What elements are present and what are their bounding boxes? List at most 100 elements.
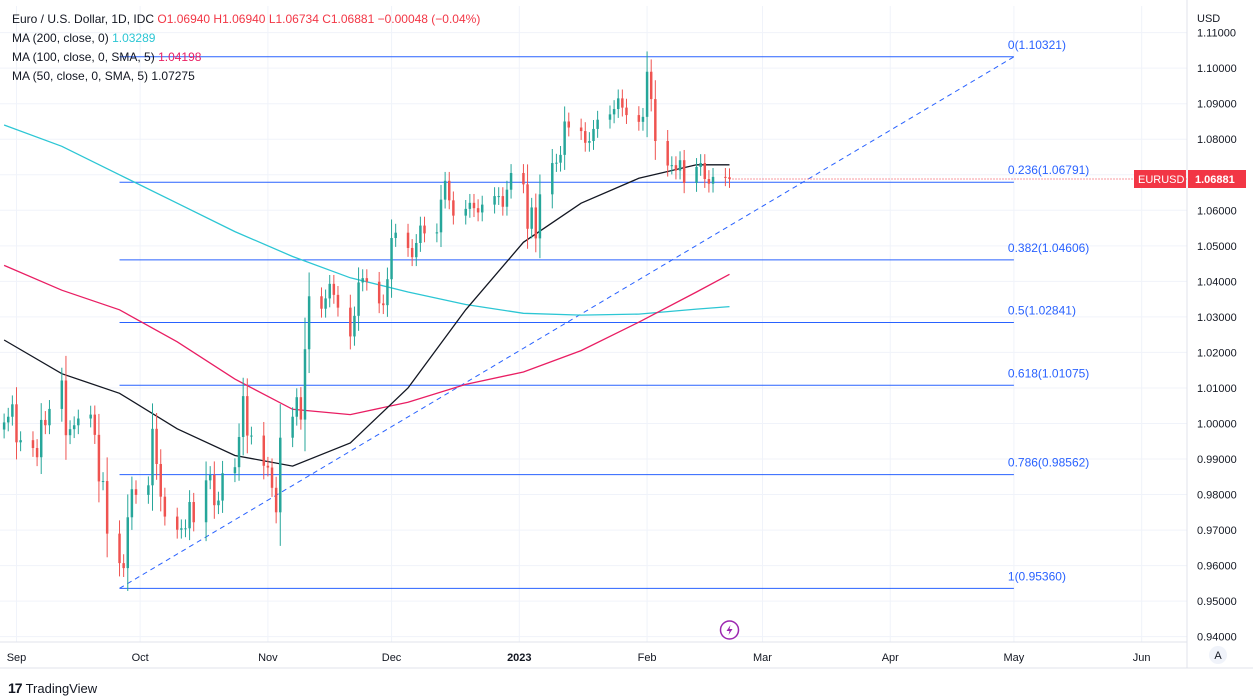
candle <box>233 458 237 483</box>
candle <box>180 519 183 539</box>
candle <box>526 164 529 249</box>
candle <box>538 174 542 259</box>
candle <box>31 431 35 457</box>
candle-body <box>237 436 241 468</box>
x-tick-label: Sep <box>7 652 27 664</box>
ma200-label: MA (200, close, 0) <box>12 31 109 45</box>
candle-body <box>497 196 500 198</box>
candle-body <box>299 397 303 420</box>
candle-body <box>324 298 327 309</box>
candle <box>68 420 72 445</box>
candle-body <box>509 172 513 190</box>
candle <box>509 164 513 199</box>
candle-body <box>332 283 336 295</box>
candle-body <box>233 467 237 474</box>
candle <box>435 223 439 243</box>
price-tag-value: 1.06881 <box>1195 174 1235 186</box>
candle-body <box>377 281 381 304</box>
auto-scale-button[interactable]: A <box>1209 646 1227 664</box>
candle <box>324 289 327 318</box>
fib-level-label: 0.786(0.98562) <box>1008 456 1089 470</box>
candle <box>621 89 624 117</box>
candle-body <box>31 440 35 449</box>
candle-body <box>291 416 294 438</box>
y-tick-label: 1.01000 <box>1197 383 1237 395</box>
candle-body <box>11 404 14 417</box>
candle <box>270 458 274 497</box>
candle-body <box>443 180 447 200</box>
candle-body <box>406 232 410 248</box>
x-tick-label: Mar <box>753 652 772 664</box>
candle-body <box>213 475 216 506</box>
candle-body <box>7 416 10 423</box>
candle-body <box>295 397 298 417</box>
candle-body <box>468 202 472 209</box>
tradingview-brand[interactable]: 17 TradingView <box>8 680 97 696</box>
candle-body <box>678 160 682 171</box>
candle-body <box>303 349 307 420</box>
candle <box>563 106 566 170</box>
legend-symbol-row: Euro / U.S. Dollar, 1D, IDC O1.06940 H1.… <box>12 10 480 29</box>
candle <box>522 164 525 194</box>
candle <box>423 216 426 243</box>
candle-body <box>476 208 480 213</box>
candle <box>332 274 336 304</box>
candle-body <box>526 184 529 229</box>
ohlc-values: O1.06940 H1.06940 L1.06734 C1.06881 −0.0… <box>157 12 481 26</box>
symbol-tag-label: EURUSD <box>1138 174 1185 186</box>
candle <box>328 274 331 308</box>
candle-body <box>592 128 595 142</box>
symbol-tag-box <box>1134 169 1186 188</box>
y-tick-label: 1.10000 <box>1197 63 1237 75</box>
candle <box>505 180 509 216</box>
candle <box>279 404 282 546</box>
fib-level-label: 1(0.95360) <box>1008 569 1066 583</box>
candle-body <box>625 107 628 116</box>
candle <box>241 377 245 456</box>
legend-ma100-row[interactable]: MA (100, close, 0, SMA, 5) 1.04198 <box>12 48 480 67</box>
candle-body <box>588 141 591 143</box>
candle-body <box>452 200 455 216</box>
candle-body <box>336 294 340 308</box>
candle <box>406 223 410 257</box>
candle-body <box>682 160 686 183</box>
candle <box>448 171 451 210</box>
candle-body <box>77 418 80 426</box>
candle <box>472 193 476 218</box>
candle <box>77 409 80 435</box>
candle <box>377 271 381 314</box>
candle <box>443 171 447 209</box>
fib-level-label: 0.382(1.04606) <box>1008 241 1089 255</box>
fib-level-label: 0.618(1.01075) <box>1008 366 1089 380</box>
candle-body <box>649 71 653 100</box>
symbol-title[interactable]: Euro / U.S. Dollar, 1D, IDC <box>12 12 155 26</box>
candle <box>410 239 414 267</box>
legend-ma50-row[interactable]: MA (50, close, 0, SMA, 5) 1.07275 <box>12 67 480 86</box>
candle-body <box>163 496 167 517</box>
candle-body <box>105 481 109 534</box>
ma-line-2 <box>3 164 730 467</box>
candle-body <box>122 563 125 569</box>
y-tick-label: 1.04000 <box>1197 276 1237 288</box>
candle <box>670 156 674 175</box>
candle-body <box>89 414 92 419</box>
y-tick-label: 1.08000 <box>1197 134 1237 146</box>
candle <box>555 153 558 172</box>
candle-body <box>365 278 369 282</box>
x-tick-label: Feb <box>638 652 657 664</box>
candle-body <box>64 380 68 436</box>
candle <box>530 197 533 239</box>
candle <box>274 476 278 524</box>
candle <box>208 466 212 490</box>
candle <box>695 158 698 192</box>
y-tick-label: 1.06000 <box>1197 205 1237 217</box>
chart-legend: Euro / U.S. Dollar, 1D, IDC O1.06940 H1.… <box>12 10 480 86</box>
y-tick-label: 1.05000 <box>1197 241 1237 253</box>
candle-body <box>101 481 105 483</box>
candle <box>645 51 649 138</box>
candle-body <box>328 283 331 299</box>
legend-ma200-row[interactable]: MA (200, close, 0) 1.03289 <box>12 29 480 48</box>
candle <box>480 195 484 222</box>
brand-name: TradingView <box>25 680 98 696</box>
